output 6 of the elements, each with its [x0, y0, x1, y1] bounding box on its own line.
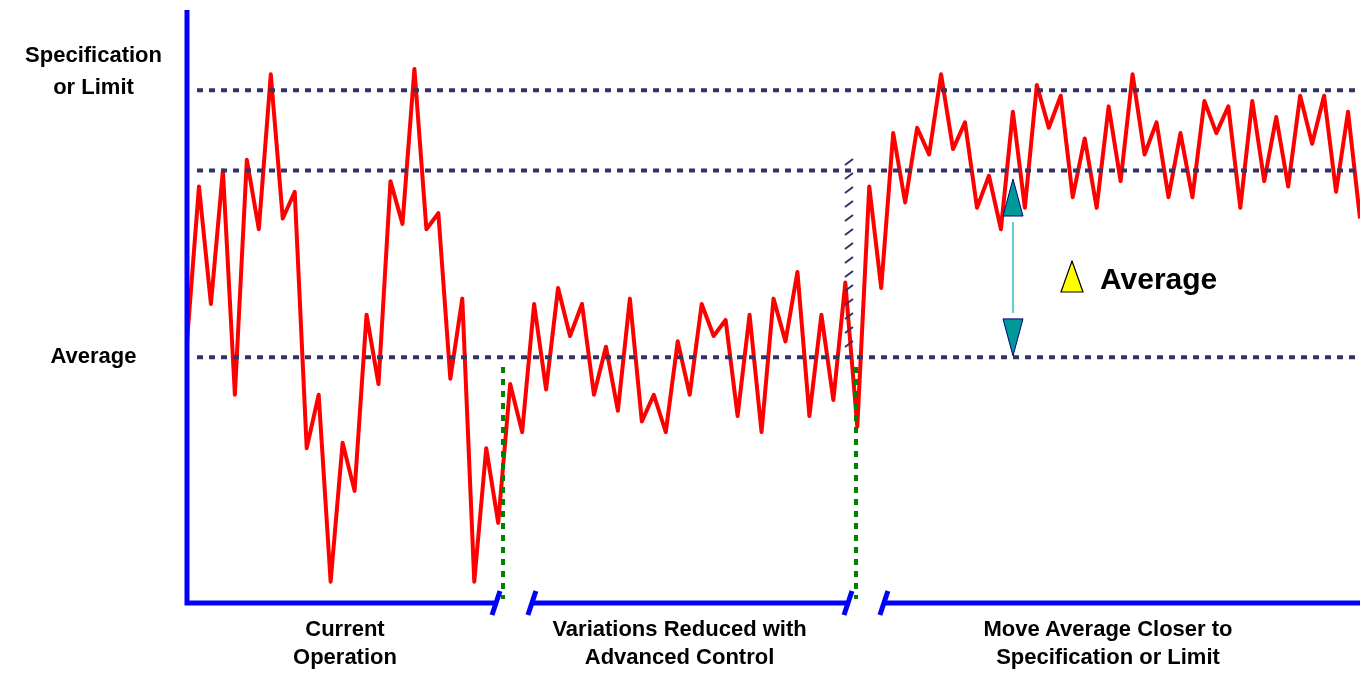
annotation: Average	[1100, 262, 1218, 296]
text: Move Average Closer to Specification or Limit	[982, 615, 1234, 671]
text: Current Operation	[292, 615, 398, 671]
text: Variations Reduced with Advanced Control	[551, 615, 808, 671]
ref-line-label: Specification or Limit	[25, 42, 162, 100]
ref-line-label: Average	[50, 343, 137, 369]
